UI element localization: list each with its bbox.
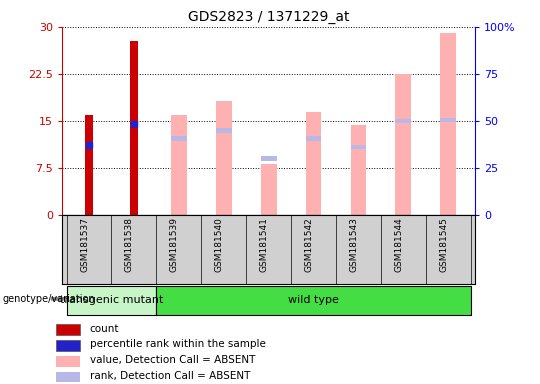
Bar bbox=[171, 115, 187, 215]
Text: value, Detection Call = ABSENT: value, Detection Call = ABSENT bbox=[90, 355, 255, 365]
Bar bbox=[350, 145, 366, 149]
Text: GSM181540: GSM181540 bbox=[215, 217, 224, 272]
Text: GSM181537: GSM181537 bbox=[80, 217, 89, 272]
Text: GSM181538: GSM181538 bbox=[125, 217, 134, 272]
Bar bbox=[56, 340, 80, 351]
Bar bbox=[261, 164, 276, 215]
Bar bbox=[56, 356, 80, 367]
Bar bbox=[350, 125, 366, 215]
Bar bbox=[171, 136, 187, 141]
Text: wild type: wild type bbox=[288, 295, 339, 306]
Text: GSM181543: GSM181543 bbox=[349, 217, 359, 272]
Text: percentile rank within the sample: percentile rank within the sample bbox=[90, 339, 265, 349]
Text: count: count bbox=[90, 324, 119, 334]
Bar bbox=[261, 156, 276, 161]
Bar bbox=[441, 118, 456, 122]
Text: genotype/variation: genotype/variation bbox=[3, 294, 96, 304]
Title: GDS2823 / 1371229_at: GDS2823 / 1371229_at bbox=[188, 10, 349, 25]
Bar bbox=[85, 115, 93, 215]
Bar bbox=[130, 41, 138, 215]
Bar bbox=[216, 128, 232, 132]
Bar bbox=[56, 324, 80, 335]
Bar bbox=[216, 101, 232, 215]
Text: GSM181544: GSM181544 bbox=[394, 217, 403, 272]
Text: rank, Detection Call = ABSENT: rank, Detection Call = ABSENT bbox=[90, 371, 250, 381]
Text: GSM181545: GSM181545 bbox=[439, 217, 448, 272]
Bar bbox=[441, 33, 456, 215]
Bar bbox=[56, 372, 80, 382]
Bar bbox=[395, 119, 411, 123]
Bar bbox=[306, 112, 321, 215]
Text: GSM181542: GSM181542 bbox=[305, 217, 314, 272]
Bar bbox=[66, 286, 157, 315]
Text: transgenic mutant: transgenic mutant bbox=[60, 295, 163, 306]
Bar bbox=[306, 136, 321, 141]
Bar bbox=[157, 286, 471, 315]
Text: GSM181541: GSM181541 bbox=[260, 217, 269, 272]
Text: GSM181539: GSM181539 bbox=[170, 217, 179, 272]
Bar bbox=[395, 74, 411, 215]
